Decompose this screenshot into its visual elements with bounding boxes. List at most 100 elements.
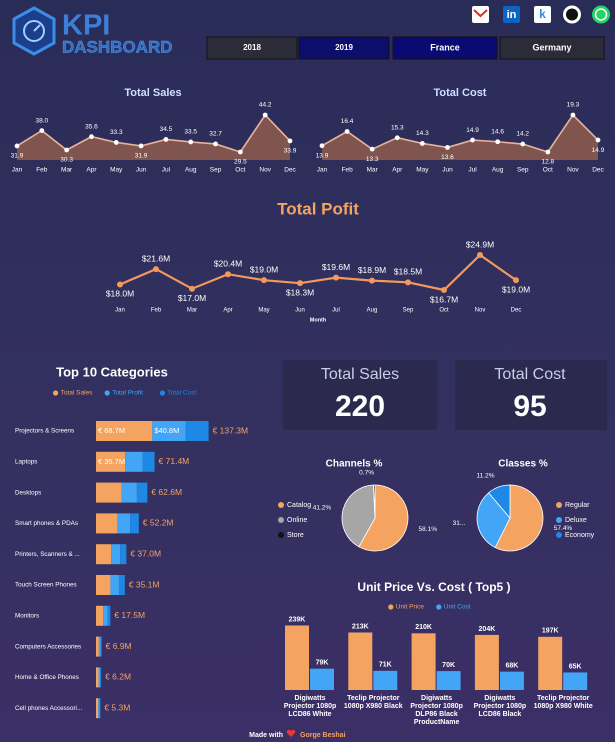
filter-label[interactable]: Germany <box>532 42 571 52</box>
x-tick-label: Jul <box>162 167 171 174</box>
bar <box>310 668 334 690</box>
data-label: $20.4M <box>214 258 242 268</box>
legend-swatch <box>104 390 110 396</box>
legend-label: Unit Cost <box>444 604 471 611</box>
pie-slice <box>373 484 376 519</box>
whatsapp-icon[interactable] <box>592 5 610 24</box>
legend-label: Regular <box>565 502 590 509</box>
linkedin-icon[interactable] <box>503 6 520 23</box>
data-point <box>470 137 475 143</box>
data-point <box>477 252 483 258</box>
bar-segment <box>100 636 102 657</box>
data-point <box>89 134 94 140</box>
chart-title: Total Cost <box>434 87 487 99</box>
data-label: 0.7% <box>359 470 374 477</box>
data-label: $18.3M <box>286 287 314 297</box>
data-label: $21.6M <box>142 253 170 263</box>
bar <box>538 636 563 690</box>
bar-segment <box>103 605 108 626</box>
line <box>16 113 291 153</box>
x-tick-label: Mar <box>61 167 73 174</box>
github-glyph <box>566 8 578 21</box>
bar <box>285 625 309 690</box>
legend-swatch <box>556 517 562 523</box>
bar <box>563 672 588 690</box>
data-point <box>394 135 400 141</box>
bar-segment <box>96 482 122 503</box>
data-label: 57.4% <box>554 525 573 532</box>
data-label: 14.9 <box>466 127 479 134</box>
filter-label[interactable]: France <box>430 42 460 52</box>
total-label: € 37.0M <box>130 548 161 558</box>
x-tick-label: Jan <box>317 167 328 174</box>
bar-segment <box>130 513 139 534</box>
x-tick-label: Feb <box>341 167 353 174</box>
data-label: 35.6 <box>85 123 98 130</box>
x-tick-label: Feb <box>151 308 162 314</box>
total-label: € 5.3M <box>104 702 130 712</box>
total-label: € 71.4M <box>159 456 190 466</box>
legend-swatch <box>388 604 394 610</box>
data-label: € 35.7M <box>98 457 125 466</box>
data-label: $19.0M <box>250 264 278 274</box>
bar-segment <box>96 575 111 595</box>
data-point <box>369 146 375 152</box>
data-label: 16.4 <box>341 118 354 125</box>
filter-button[interactable] <box>206 36 298 60</box>
data-label: 44.2 <box>259 102 272 109</box>
x-tick-label: Teclip Projector 1080p X980 Black <box>343 695 403 710</box>
x-tick-label: Feb <box>36 167 48 174</box>
filter-label[interactable]: 2019 <box>335 43 353 52</box>
chart-title: Channels % <box>326 459 383 470</box>
data-label: 70K <box>442 662 455 669</box>
x-tick-label: Nov <box>475 308 486 314</box>
data-point <box>14 143 20 149</box>
legend-label: Deluxe <box>565 517 587 524</box>
area-fill <box>322 115 598 160</box>
data-label: 65K <box>569 663 582 670</box>
data-label: 30.3 <box>60 157 73 164</box>
data-point <box>369 277 375 284</box>
y-tick-label: Cell phones Accessori... <box>15 705 82 712</box>
pie-slice <box>494 484 544 552</box>
data-label: 68K <box>505 662 518 669</box>
chart-title: Unit Price Vs. Cost ( Top5 ) <box>357 580 510 594</box>
x-tick-label: Nov <box>567 167 579 174</box>
data-point <box>333 274 339 281</box>
data-label: 197K <box>542 628 559 635</box>
total-label: € 17.5M <box>114 610 145 620</box>
x-tick-label: Dec <box>511 308 522 314</box>
total-label: € 52.2M <box>143 518 174 528</box>
pie-slice <box>341 484 376 548</box>
x-tick-label: Aug <box>185 167 197 174</box>
x-tick-label: Digiwatts Projector 1080p LCD86 White <box>283 695 337 718</box>
data-point <box>570 112 576 118</box>
linkedin-glyph: in <box>507 9 517 21</box>
bar-segment <box>142 451 155 472</box>
legend-label: Catalog <box>287 502 311 509</box>
gmail-icon[interactable] <box>472 6 489 23</box>
data-label: 14.2 <box>516 131 529 138</box>
y-tick-label: Desktops <box>15 489 41 496</box>
legend-swatch <box>556 502 562 508</box>
total-label: € 6.2M <box>105 672 131 682</box>
total-label: € 6.9M <box>106 641 132 651</box>
data-label: € 68.7M <box>98 426 125 435</box>
filter-button[interactable] <box>392 36 498 60</box>
k-glyph: k <box>539 7 546 21</box>
filter-button[interactable] <box>499 36 605 60</box>
x-tick-label: Mar <box>367 167 379 174</box>
bar-segment <box>120 544 127 565</box>
legend-swatch <box>278 532 284 538</box>
logo-needle <box>33 24 41 32</box>
k-icon[interactable] <box>534 6 551 23</box>
kpi-value: 95 <box>513 390 546 423</box>
data-label: 14.9 <box>592 147 605 154</box>
logo-gauge <box>23 20 45 42</box>
data-point <box>153 266 159 273</box>
filter-label[interactable]: 2018 <box>243 43 261 52</box>
filter-button[interactable] <box>298 36 390 60</box>
kpi-label: Total Cost <box>494 366 566 383</box>
